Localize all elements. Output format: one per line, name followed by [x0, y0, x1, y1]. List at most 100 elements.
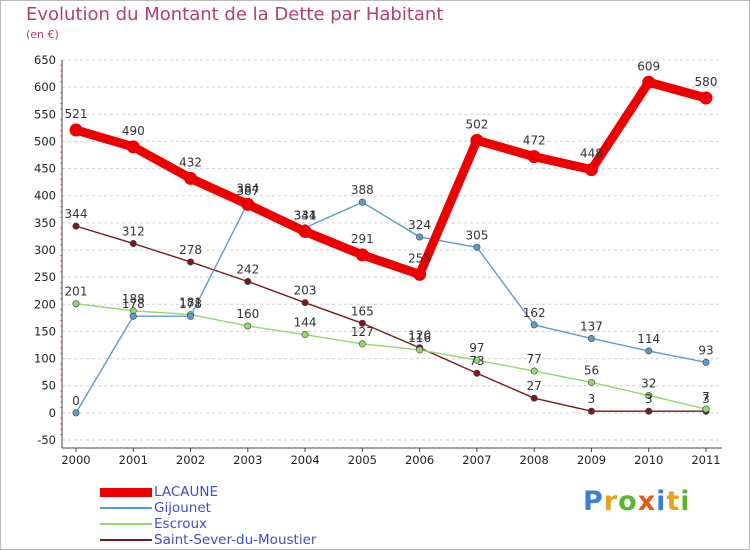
data-label: 291 [351, 232, 374, 246]
data-label: 255 [408, 251, 431, 265]
x-tick-label: 2001 [119, 453, 148, 467]
data-point [416, 233, 424, 241]
y-tick-label: 0 [49, 406, 56, 420]
data-point [587, 407, 595, 415]
data-label: 165 [351, 304, 374, 318]
data-label: 114 [637, 332, 660, 346]
data-label: 278 [179, 243, 202, 257]
legend-item: Saint-Sever-du-Moustier [100, 532, 316, 548]
data-label: 521 [65, 107, 88, 121]
data-label: 203 [294, 284, 317, 298]
x-tick-label: 2009 [577, 453, 606, 467]
series-line [71, 77, 711, 279]
chart-subtitle: (en €) [26, 28, 59, 41]
data-point [699, 91, 713, 105]
data-point [72, 409, 80, 417]
data-label: 144 [294, 316, 317, 330]
y-tick-label: 100 [34, 352, 56, 366]
axes: -50 0 50 100 150 200 250 300 350 400 450 500 550 600 6… [34, 53, 722, 467]
data-label: 178 [122, 297, 145, 311]
y-tick-label: -50 [37, 433, 56, 447]
data-point [470, 133, 484, 147]
data-point [129, 312, 137, 320]
data-point [72, 222, 80, 230]
data-label: 201 [65, 285, 88, 299]
y-tick-label: 600 [34, 80, 56, 94]
data-point [587, 334, 595, 342]
y-tick-label: 350 [34, 216, 56, 230]
x-tick-label: 2000 [61, 453, 90, 467]
y-tick-label: 150 [34, 324, 56, 338]
data-label: 580 [695, 75, 718, 89]
data-point [358, 340, 366, 348]
data-label: 162 [523, 306, 546, 320]
data-label: 312 [122, 224, 145, 238]
x-tick-label: 2007 [462, 453, 491, 467]
legend-label: LACAUNE [154, 484, 218, 500]
series-lines [69, 75, 713, 417]
series-line [75, 201, 707, 414]
y-tick-label: 200 [34, 297, 56, 311]
data-point [587, 378, 595, 386]
proxiti-logo: Proxiti [583, 486, 691, 517]
data-point [358, 198, 366, 206]
x-tick-label: 2005 [348, 453, 377, 467]
grid-lines [62, 59, 722, 441]
logo-letter: P [583, 486, 604, 517]
legend: LACAUNE Gijounet Escroux Saint-Sever-du-Mou… [100, 484, 316, 548]
data-label: 502 [465, 117, 488, 131]
legend-swatch [100, 507, 152, 509]
data-point [72, 300, 80, 308]
data-label: 3 [645, 392, 653, 406]
x-tick-label: 2003 [233, 453, 262, 467]
data-point [129, 239, 137, 247]
data-label: 116 [408, 331, 431, 345]
logo-letter: r [603, 486, 619, 517]
data-point [473, 243, 481, 251]
x-tick-label: 2002 [176, 453, 205, 467]
y-tick-label: 650 [34, 53, 56, 67]
data-label: 120 [408, 329, 431, 343]
data-label: 77 [527, 352, 542, 366]
data-label: 242 [236, 262, 259, 276]
y-tick-label: 300 [34, 243, 56, 257]
logo-letter: i [656, 486, 667, 517]
logo-letter: i [680, 486, 691, 517]
data-point [584, 163, 598, 177]
data-label: 7 [702, 390, 710, 404]
legend-label: Escroux [154, 516, 208, 532]
data-point [416, 346, 424, 354]
data-point [645, 391, 653, 399]
data-label: 472 [523, 134, 546, 148]
logo-letter: x [637, 486, 657, 517]
legend-label: Saint-Sever-du-Moustier [154, 532, 317, 548]
data-point [126, 140, 140, 154]
data-label: 3 [588, 392, 596, 406]
data-label: 490 [122, 124, 145, 138]
data-label: 160 [236, 307, 259, 321]
legend-swatch [100, 523, 152, 525]
data-label: 27 [527, 379, 542, 393]
data-point [702, 358, 710, 366]
data-label: 432 [179, 155, 202, 169]
y-tick-label: 500 [34, 134, 56, 148]
data-point [413, 267, 427, 281]
data-label: 384 [236, 181, 259, 195]
data-label: 388 [351, 183, 374, 197]
data-label: 188 [122, 292, 145, 306]
y-tick-label: 50 [41, 379, 56, 393]
logo-letter: o [618, 486, 638, 517]
data-label: 137 [580, 319, 603, 333]
series-line [75, 303, 707, 410]
data-point [184, 171, 198, 185]
data-point [358, 319, 366, 327]
data-label: 0 [72, 394, 80, 408]
data-point [473, 369, 481, 377]
data-point [244, 277, 252, 285]
data-point [642, 75, 656, 89]
data-label: 344 [65, 207, 88, 221]
x-tick-label: 2008 [520, 453, 549, 467]
data-label: 324 [408, 218, 431, 232]
